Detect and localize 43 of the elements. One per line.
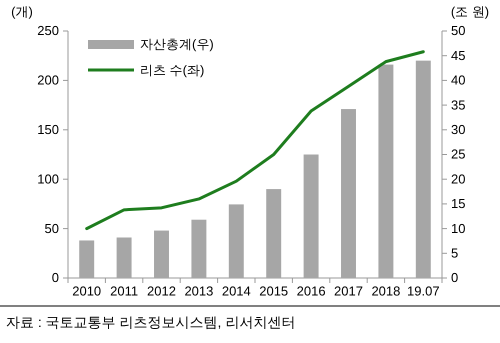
y-tick-label: 0 (52, 270, 59, 286)
x-tick-label: 2010 (72, 283, 102, 298)
bar (341, 109, 356, 278)
y-tick-label: 200 (37, 72, 59, 88)
bar (228, 204, 244, 278)
bar (378, 64, 394, 278)
text: 자료 : 국토교통부 리츠정보시스템, 리서치센터 (6, 314, 296, 330)
bar (266, 189, 282, 278)
y2-tick-label: 20 (451, 171, 466, 186)
x-tick-label: 2016 (296, 283, 326, 298)
y2-tick-label: 35 (451, 97, 466, 112)
bar (304, 154, 319, 278)
y-tick-label: 250 (37, 23, 59, 38)
x-tick-label: 2017 (334, 283, 363, 298)
bar (154, 230, 169, 278)
bar (116, 237, 132, 278)
y-tick-label: 50 (44, 220, 59, 236)
y-tick-label: 150 (37, 122, 59, 137)
y2-tick-label: 10 (451, 220, 466, 236)
x-tick-label: 19.07 (407, 283, 440, 298)
x-tick-label: 2014 (222, 283, 251, 298)
legend-label: 리츠 수(좌) (140, 62, 204, 78)
bar (191, 220, 206, 278)
y2-tick-label: 25 (451, 146, 466, 162)
y-axis-title: (개) (11, 4, 33, 19)
line-series (85, 50, 425, 230)
y2-tick-label: 30 (451, 122, 466, 137)
x-tick-label: 2011 (110, 283, 138, 298)
y2-tick-label: 50 (451, 23, 466, 38)
y2-tick-label: 0 (451, 270, 458, 286)
y2-axis-title: (조 원) (450, 4, 490, 19)
bar (79, 240, 94, 278)
bar (416, 60, 431, 278)
x-tick-label: 2012 (147, 283, 176, 298)
y2-tick-label: 45 (451, 48, 466, 63)
y2-tick-label: 15 (451, 196, 466, 212)
x-tick-label: 2013 (184, 283, 214, 298)
x-tick-label: 2015 (259, 283, 288, 298)
legend-label: 자산총계(우) (140, 36, 214, 52)
y-tick-label: 100 (37, 171, 59, 186)
y2-tick-label: 5 (451, 245, 458, 260)
x-tick-label: 2018 (371, 283, 400, 298)
y2-tick-label: 40 (451, 72, 466, 88)
